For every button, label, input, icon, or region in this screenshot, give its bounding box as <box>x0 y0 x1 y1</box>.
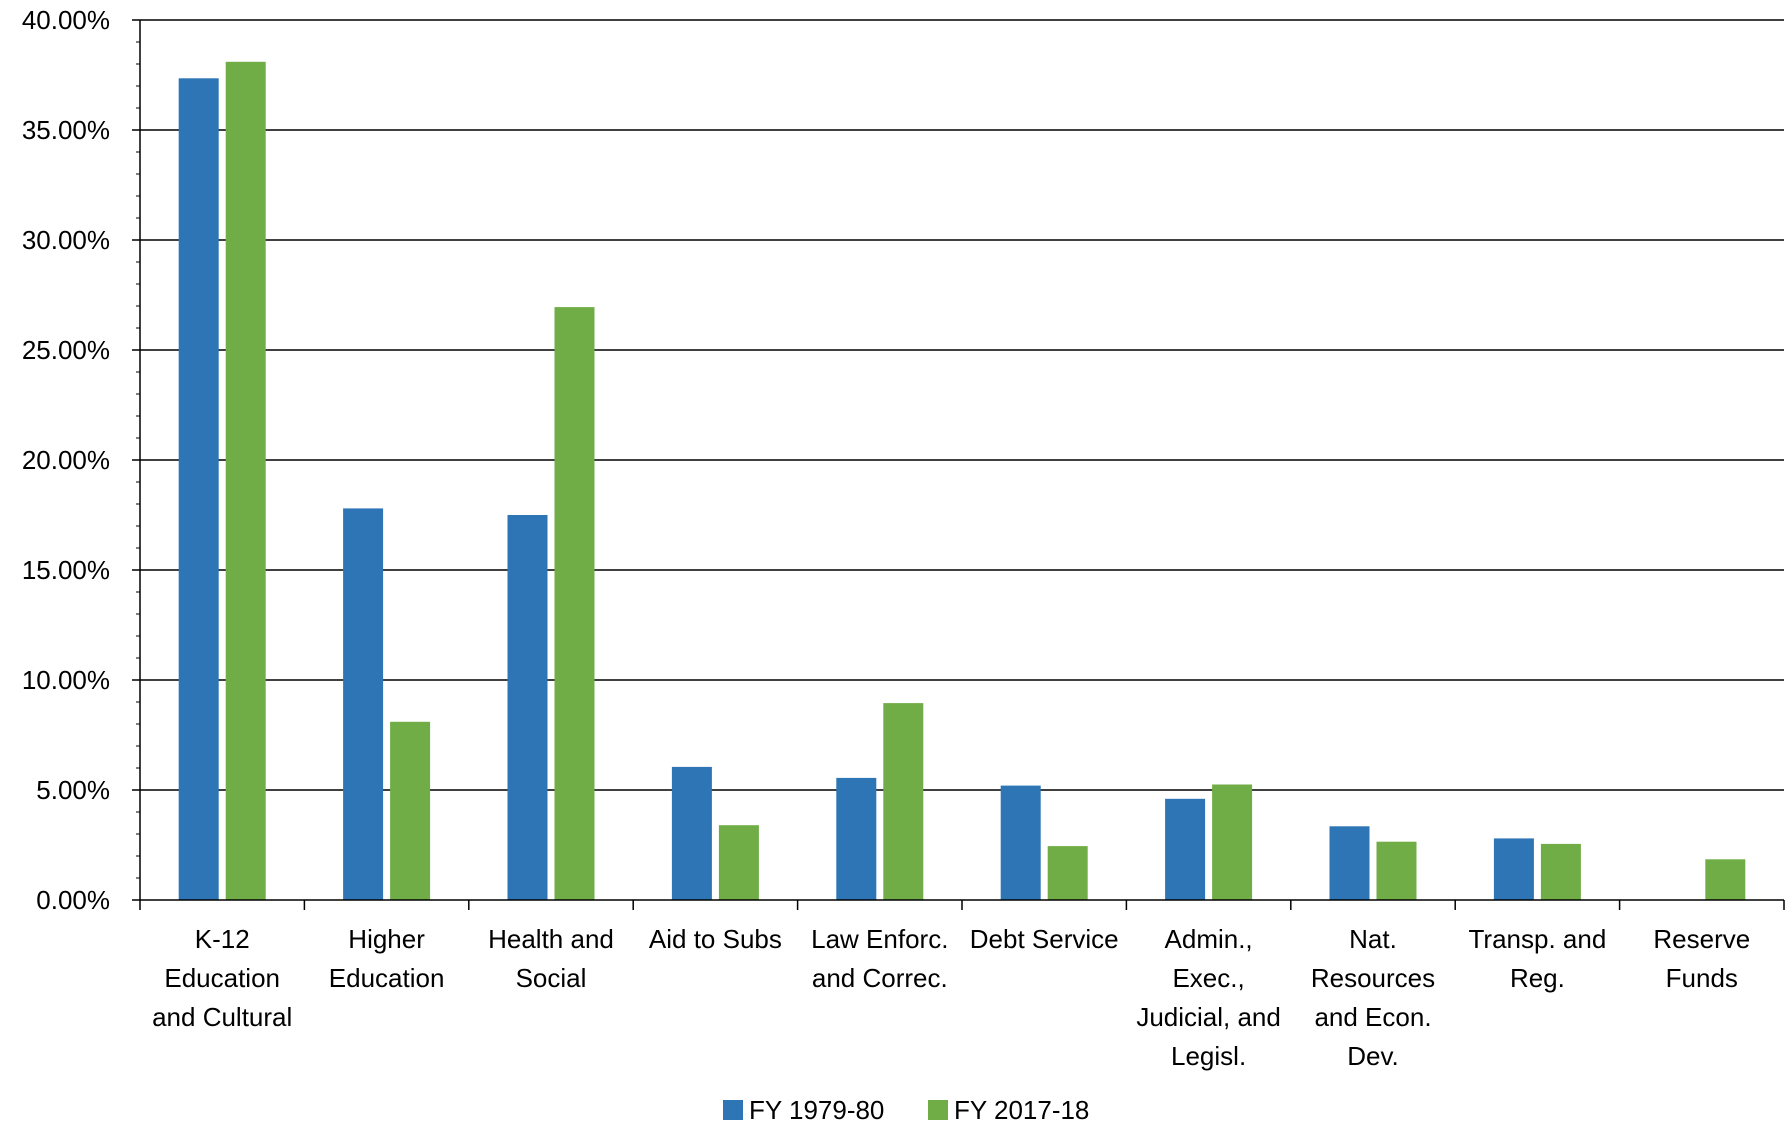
y-tick-label: 0.00% <box>36 885 110 915</box>
x-tick-label: Nat. Resources and Econ. Dev. <box>1311 924 1435 1071</box>
bar-series-1 <box>836 777 877 900</box>
gridlines <box>140 19 1784 791</box>
x-tick-label: Debt Service <box>970 924 1119 954</box>
legend-label: FY 2017-18 <box>954 1095 1089 1125</box>
bar-series-1 <box>507 515 548 900</box>
bar-series-1 <box>1329 826 1370 900</box>
bar-series-1 <box>1000 785 1041 900</box>
bar-series-1 <box>343 508 384 900</box>
legend-swatch <box>723 1100 743 1120</box>
y-tick-label: 20.00% <box>22 445 110 475</box>
legend: FY 1979-80 FY 2017-18 <box>723 1095 1089 1125</box>
legend-label: FY 1979-80 <box>749 1095 884 1125</box>
x-tick-label: Reserve Funds <box>1653 924 1750 993</box>
x-tick-label: Admin., Exec., Judicial, and Legisl. <box>1136 924 1281 1071</box>
axes <box>132 19 1785 910</box>
bar-series-2 <box>554 307 595 901</box>
bar-series-2 <box>1212 784 1253 900</box>
y-tick-label: 10.00% <box>22 665 110 695</box>
x-tick-label: Transp. and Reg. <box>1469 924 1607 993</box>
bar-series-2 <box>1047 846 1088 900</box>
bar-series-1 <box>1493 838 1534 900</box>
bar-series-1 <box>178 78 219 901</box>
bar-series-2 <box>390 721 431 900</box>
bar-series-2 <box>1705 859 1746 900</box>
y-tick-label: 40.00% <box>22 5 110 35</box>
bar-series-1 <box>1165 798 1206 900</box>
x-tick-label: Aid to Subs <box>649 924 782 954</box>
x-tick-label: Health and Social <box>488 924 614 993</box>
bar-series-1 <box>671 766 712 900</box>
y-tick-label: 25.00% <box>22 335 110 365</box>
bar-series-2 <box>883 703 924 900</box>
legend-swatch <box>928 1100 948 1120</box>
y-tick-label: 15.00% <box>22 555 110 585</box>
bars <box>178 61 1746 901</box>
bar-series-2 <box>718 825 759 900</box>
y-tick-label: 5.00% <box>36 775 110 805</box>
y-tick-label: 30.00% <box>22 225 110 255</box>
bar-series-2 <box>1376 841 1417 900</box>
x-tick-label: K-12 Education and Cultural <box>152 924 292 1032</box>
y-tick-labels: 0.00% 5.00% 10.00% 15.00% 20.00% 25.00% 30.00%… <box>22 5 110 915</box>
y-tick-label: 35.00% <box>22 115 110 145</box>
x-tick-label: Law Enforc. and Correc. <box>811 924 948 993</box>
x-tick-labels: K-12 Education and Cultural Higher Education… <box>152 924 1750 1071</box>
bar-series-2 <box>1540 843 1581 900</box>
x-tick-label: Higher Education <box>329 924 445 993</box>
bar-series-2 <box>225 61 266 901</box>
